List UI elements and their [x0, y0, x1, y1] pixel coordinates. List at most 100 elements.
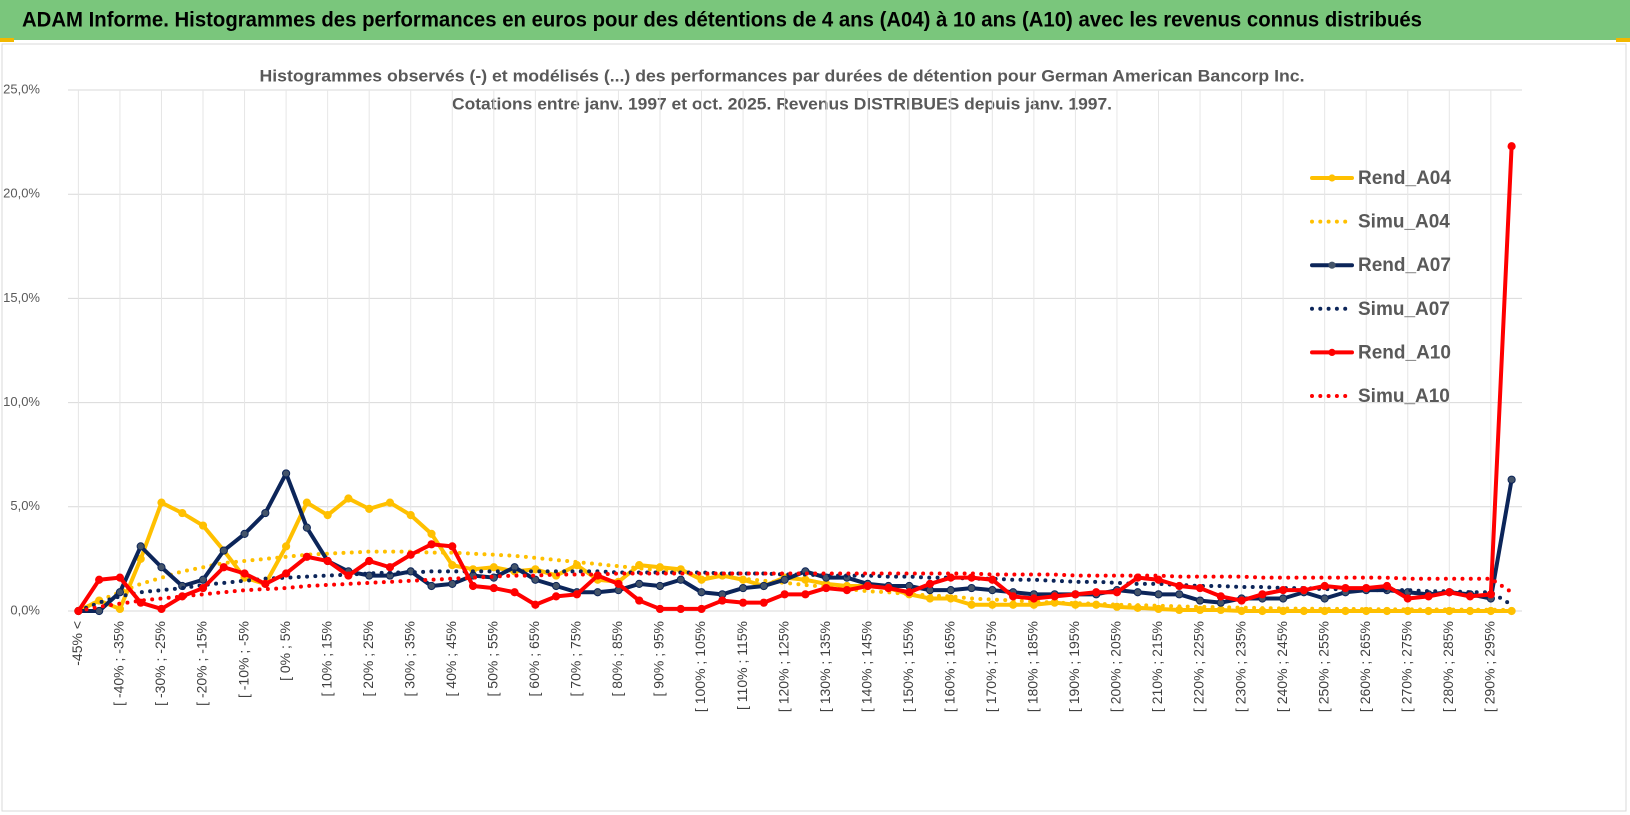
- series-line: [76, 571, 1514, 613]
- data-point: [157, 563, 166, 572]
- data-point: [1112, 588, 1122, 597]
- legend-label: Simu_A10: [1358, 386, 1450, 407]
- data-point: [1154, 590, 1163, 599]
- data-point: [676, 575, 685, 584]
- series-line: [76, 144, 1514, 613]
- x-tick-label: [ 40% ; 45%: [443, 621, 459, 697]
- corner-mark: [1616, 38, 1630, 42]
- chart-title: Histogrammes observés (-) et modélisés (…: [260, 66, 1305, 85]
- x-tick-label: [ 180% ; 185%: [1025, 621, 1041, 712]
- data-point: [219, 563, 228, 572]
- data-point: [1320, 594, 1329, 603]
- x-tick-label: [ 240% ; 245%: [1274, 621, 1290, 712]
- data-point: [780, 575, 789, 584]
- data-point: [988, 575, 997, 584]
- data-point: [157, 604, 166, 614]
- header-band: [0, 0, 1630, 40]
- data-point: [946, 586, 955, 595]
- data-point: [1175, 581, 1184, 591]
- data-point: [1424, 592, 1433, 601]
- data-point: [282, 469, 291, 478]
- data-point: [261, 508, 270, 518]
- data-point: [448, 579, 457, 589]
- data-point: [344, 494, 353, 503]
- x-tick-label: [ 100% ; 105%: [692, 621, 708, 712]
- x-tick-label: -45% <: [69, 621, 85, 666]
- x-tick-label: [ 210% ; 215%: [1149, 621, 1165, 712]
- data-point: [157, 498, 166, 507]
- chart-frame: [1, 43, 1627, 812]
- series-line: [76, 549, 1514, 613]
- data-point: [282, 542, 291, 551]
- data-point: [427, 581, 436, 591]
- data-point: [801, 590, 810, 599]
- data-point: [1382, 581, 1392, 591]
- legend-label: Simu_A04: [1358, 212, 1450, 233]
- data-point: [635, 579, 644, 589]
- data-point: [1154, 575, 1163, 584]
- data-point: [593, 588, 602, 597]
- data-point: [1009, 592, 1018, 601]
- data-point: [572, 590, 582, 599]
- data-point: [1486, 590, 1495, 599]
- data-point: [1279, 594, 1288, 603]
- data-point: [718, 596, 727, 605]
- data-point: [884, 583, 893, 593]
- data-point: [905, 588, 914, 597]
- x-tick-label: [ 20% ; 25%: [360, 621, 376, 697]
- x-tick-label: [ 50% ; 55%: [485, 621, 501, 697]
- x-tick-label: [ -20% ; -15%: [194, 621, 210, 706]
- x-tick-label: [ -30% ; -25%: [152, 621, 168, 706]
- x-tick-label: [ 290% ; 295%: [1482, 621, 1498, 712]
- data-point: [988, 586, 997, 595]
- legend-marker: [1328, 348, 1336, 356]
- data-point: [655, 604, 665, 614]
- data-point: [925, 579, 935, 589]
- data-point: [1195, 583, 1205, 593]
- data-point: [552, 592, 561, 601]
- data-point: [261, 579, 270, 589]
- legend-marker: [1328, 261, 1336, 269]
- data-point: [1195, 596, 1205, 605]
- data-point: [635, 596, 644, 605]
- data-point: [302, 523, 311, 532]
- x-tick-label: [ 280% ; 285%: [1440, 621, 1456, 712]
- data-point: [1403, 594, 1412, 603]
- y-tick-label: 25,0%: [3, 81, 40, 96]
- data-point: [510, 588, 519, 597]
- data-point: [95, 606, 104, 616]
- x-tick-label: [ 120% ; 125%: [775, 621, 791, 712]
- x-tick-label: [ 220% ; 225%: [1191, 621, 1207, 712]
- data-point: [448, 542, 457, 551]
- x-tick-label: [ 170% ; 175%: [983, 621, 999, 712]
- x-tick-label: [ 200% ; 205%: [1108, 621, 1124, 712]
- series-dotted: [76, 549, 1514, 613]
- data-point: [406, 550, 415, 559]
- x-tick-label: [ -10% ; -5%: [235, 621, 251, 698]
- data-point: [240, 569, 249, 578]
- legend-marker: [1328, 174, 1336, 182]
- data-point: [1258, 590, 1267, 599]
- page-title: ADAM Informe. Histogrammes des performan…: [22, 9, 1422, 32]
- data-point: [1154, 604, 1163, 614]
- data-point: [842, 586, 852, 595]
- x-tick-label: [ 260% ; 265%: [1357, 621, 1373, 712]
- y-tick-label: 20,0%: [3, 186, 40, 201]
- data-point: [697, 575, 706, 584]
- y-tick-label: 5,0%: [10, 498, 40, 513]
- data-point: [365, 504, 374, 513]
- data-point: [655, 581, 665, 591]
- data-point: [1299, 586, 1309, 595]
- x-tick-label: [ 230% ; 235%: [1232, 621, 1248, 712]
- data-point: [240, 529, 249, 538]
- legend-label: Rend_A10: [1358, 342, 1451, 363]
- data-point: [406, 511, 415, 520]
- data-point: [1175, 590, 1184, 599]
- series-dotted: [76, 571, 1514, 613]
- x-tick-label: [ -40% ; -35%: [111, 621, 127, 706]
- data-point: [552, 581, 561, 591]
- data-point: [385, 563, 395, 572]
- corner-mark: [0, 38, 14, 42]
- data-point: [427, 540, 436, 549]
- data-point: [531, 600, 540, 609]
